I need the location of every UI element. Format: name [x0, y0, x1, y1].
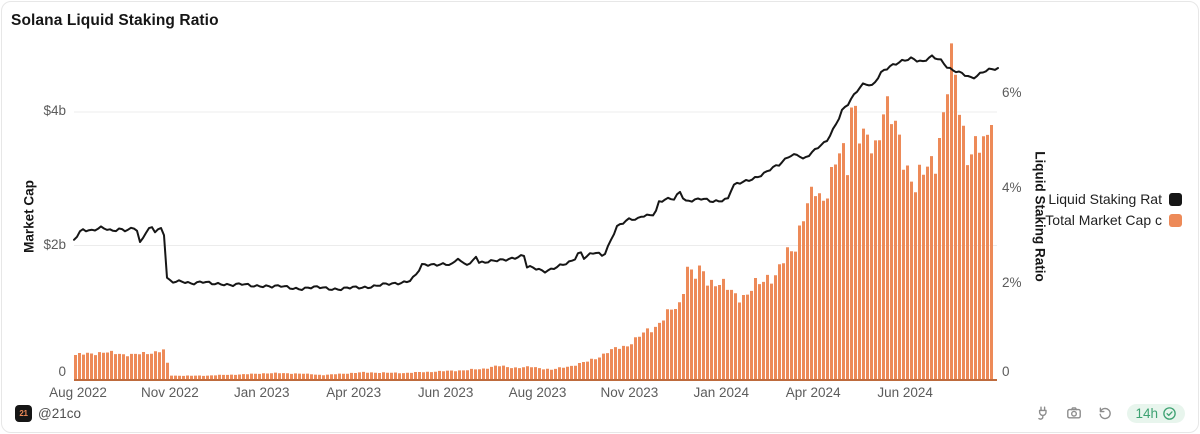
- author-handle: @21co: [38, 405, 81, 421]
- legend-marker-bar: [1169, 213, 1182, 227]
- right-axis-tick: 0: [1002, 364, 1010, 379]
- x-axis-tick: Jun 2024: [877, 385, 933, 400]
- check-circle-icon: [1163, 406, 1176, 420]
- left-axis-tick: $2b: [43, 236, 66, 252]
- right-axis-tick: 2%: [1002, 275, 1022, 290]
- x-axis-tick: Jan 2023: [234, 385, 290, 400]
- camera-icon[interactable]: [1065, 404, 1083, 422]
- x-axis-tick: Nov 2022: [140, 385, 199, 400]
- right-axis-tick: 4%: [1002, 180, 1022, 195]
- x-axis-tick: Apr 2023: [326, 385, 382, 400]
- author-byline: 21 @21co: [15, 404, 81, 422]
- legend-marker-line: [1169, 192, 1182, 206]
- refresh-timestamp[interactable]: 14h: [1127, 403, 1185, 423]
- data-age-label: 14h: [1135, 405, 1158, 421]
- legend-label: Total Market Cap c: [1045, 212, 1162, 228]
- plug-icon[interactable]: [1034, 404, 1052, 422]
- legend-item-total-market-cap[interactable]: Total Market Cap c: [1045, 212, 1182, 228]
- 21co-logo: 21: [15, 404, 32, 422]
- x-axis-tick: Apr 2024: [785, 385, 841, 400]
- x-axis-tick: Aug 2022: [49, 385, 107, 400]
- legend-label: Liquid Staking Rat: [1048, 191, 1162, 207]
- left-axis-tick: 0: [58, 364, 66, 379]
- x-axis-tick: Jun 2023: [417, 385, 474, 400]
- x-axis-tick: Jan 2024: [693, 385, 750, 400]
- undo-icon[interactable]: [1096, 404, 1114, 422]
- left-axis-tick: $4b: [43, 103, 66, 118]
- right-axis-tick: 6%: [1002, 85, 1022, 100]
- footer-toolbar: 14h: [1034, 403, 1185, 423]
- x-axis-tick: Nov 2023: [600, 385, 659, 400]
- legend: Liquid Staking Rat Total Market Cap c: [1045, 191, 1182, 228]
- legend-item-liquid-staking-ratio[interactable]: Liquid Staking Rat: [1048, 191, 1182, 207]
- chart-title: Solana Liquid Staking Ratio: [11, 12, 219, 29]
- left-axis-title: Market Cap: [21, 180, 37, 253]
- x-axis-tick: Aug 2023: [508, 385, 567, 400]
- footer: 21 @21co: [15, 401, 1185, 425]
